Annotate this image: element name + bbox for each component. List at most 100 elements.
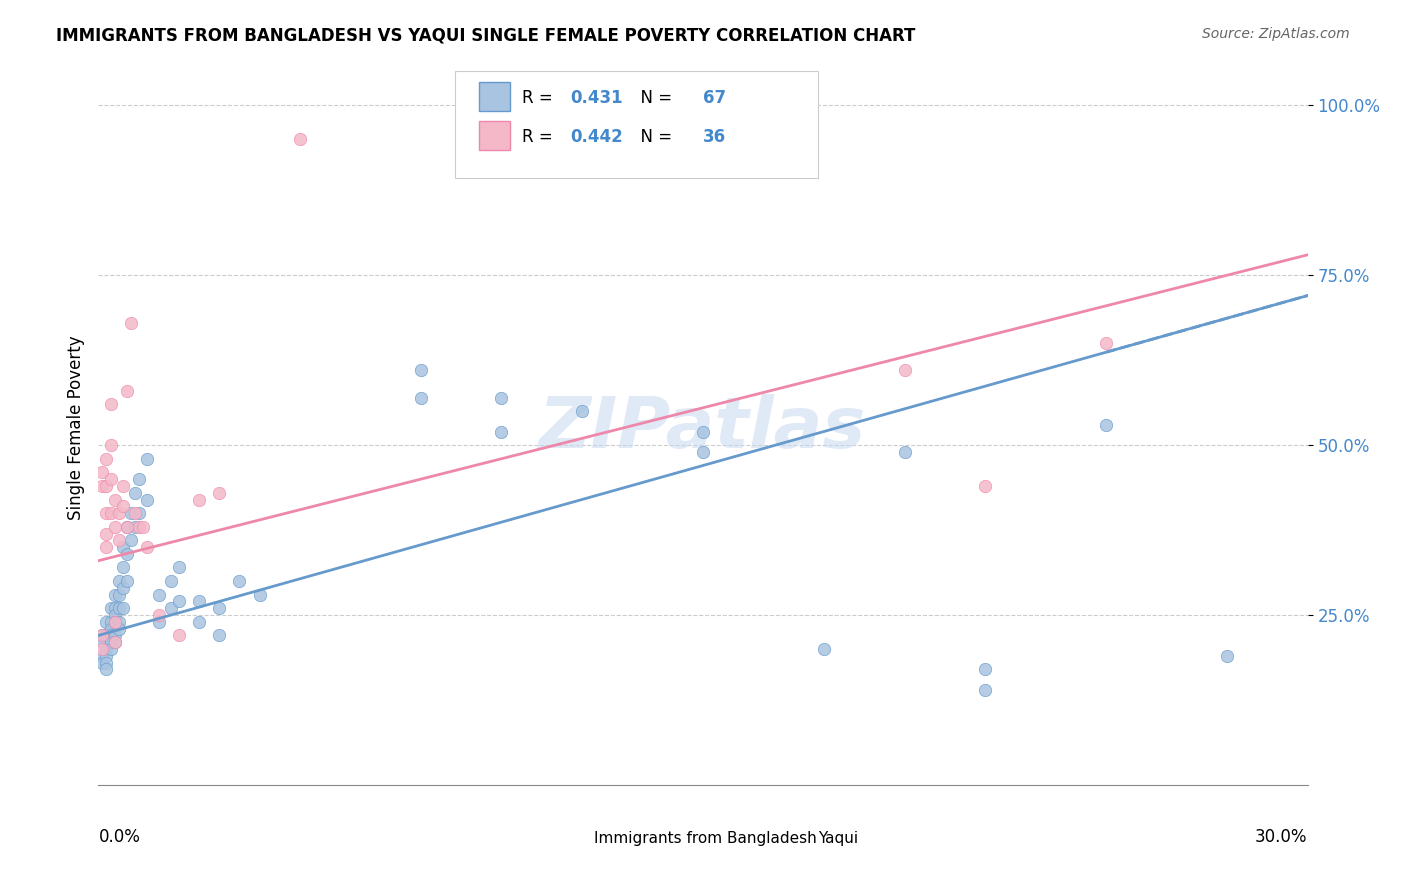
Point [111, 540, 134, 554]
Text: Yaqui: Yaqui [818, 831, 858, 846]
Point [120, 506, 142, 520]
Point [974, 479, 997, 493]
Point [491, 425, 513, 439]
FancyBboxPatch shape [558, 828, 585, 849]
Point [120, 533, 142, 548]
Point [91, 648, 114, 663]
Point [692, 445, 714, 459]
Point [228, 574, 250, 588]
Point [91, 466, 114, 480]
Point [571, 404, 593, 418]
Point [91, 656, 114, 670]
Point [208, 485, 231, 500]
Point [100, 438, 122, 452]
Text: R =: R = [522, 128, 558, 146]
Point [124, 506, 146, 520]
Point [103, 635, 125, 649]
Text: 36: 36 [703, 128, 725, 146]
Point [91, 628, 114, 642]
Point [91, 479, 114, 493]
Point [107, 601, 129, 615]
Point [100, 622, 122, 636]
Point [100, 472, 122, 486]
Point [96, 662, 118, 676]
Point [115, 574, 138, 588]
Point [974, 682, 997, 697]
Point [96, 506, 118, 520]
Text: ZIPatlas: ZIPatlas [540, 393, 866, 463]
Text: N =: N = [630, 89, 678, 107]
Text: 0.0%: 0.0% [98, 828, 141, 846]
Point [115, 384, 138, 398]
Point [100, 615, 122, 629]
Point [160, 574, 183, 588]
Point [100, 506, 122, 520]
Point [103, 601, 125, 615]
Point [96, 540, 118, 554]
Point [96, 648, 118, 663]
Point [148, 588, 170, 602]
Point [96, 642, 118, 657]
Point [100, 635, 122, 649]
Text: N =: N = [630, 128, 678, 146]
Point [100, 642, 122, 657]
FancyBboxPatch shape [479, 82, 509, 111]
Point [96, 451, 118, 466]
Point [96, 656, 118, 670]
Point [124, 485, 146, 500]
Point [91, 628, 114, 642]
Point [692, 425, 714, 439]
Point [208, 628, 231, 642]
Point [188, 594, 211, 608]
Point [135, 451, 157, 466]
Text: IMMIGRANTS FROM BANGLADESH VS YAQUI SINGLE FEMALE POVERTY CORRELATION CHART: IMMIGRANTS FROM BANGLADESH VS YAQUI SING… [56, 27, 915, 45]
Point [128, 519, 150, 533]
Point [111, 581, 134, 595]
Point [135, 540, 157, 554]
Point [96, 479, 118, 493]
Point [103, 615, 125, 629]
Point [96, 628, 118, 642]
Point [1095, 417, 1118, 432]
Point [893, 445, 915, 459]
Point [124, 519, 146, 533]
Point [115, 519, 138, 533]
Point [167, 560, 190, 574]
Point [103, 608, 125, 623]
Point [249, 588, 271, 602]
Point [1216, 648, 1239, 663]
Point [128, 472, 150, 486]
Text: 67: 67 [703, 89, 725, 107]
Point [100, 628, 122, 642]
Point [107, 533, 129, 548]
Point [1095, 336, 1118, 351]
Point [91, 635, 114, 649]
Point [107, 506, 129, 520]
Point [103, 492, 125, 507]
Point [111, 500, 134, 514]
Point [107, 574, 129, 588]
Text: 30.0%: 30.0% [1256, 828, 1308, 846]
Point [148, 615, 170, 629]
Point [409, 363, 432, 377]
Y-axis label: Single Female Poverty: Single Female Poverty [66, 336, 84, 520]
Point [893, 363, 915, 377]
Text: 0.442: 0.442 [569, 128, 623, 146]
Point [103, 588, 125, 602]
Point [188, 615, 211, 629]
Point [107, 622, 129, 636]
FancyBboxPatch shape [479, 121, 509, 150]
Point [100, 601, 122, 615]
Point [813, 642, 835, 657]
Point [91, 642, 114, 657]
Text: Immigrants from Bangladesh: Immigrants from Bangladesh [595, 831, 817, 846]
Point [111, 479, 134, 493]
Point [128, 506, 150, 520]
Point [132, 519, 155, 533]
Point [96, 526, 118, 541]
FancyBboxPatch shape [782, 828, 808, 849]
Point [115, 519, 138, 533]
Point [107, 588, 129, 602]
Text: Source: ZipAtlas.com: Source: ZipAtlas.com [1202, 27, 1350, 41]
Point [107, 615, 129, 629]
